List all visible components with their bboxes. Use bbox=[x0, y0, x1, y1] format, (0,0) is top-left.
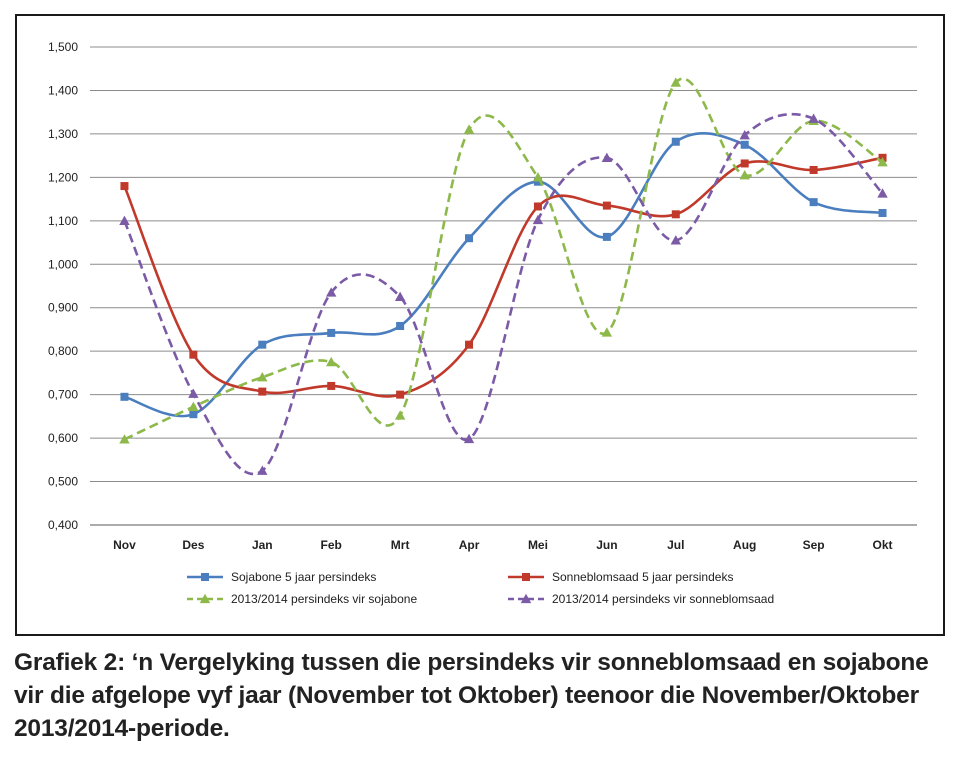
data-point bbox=[394, 410, 406, 420]
legend-label: 2013/2014 persindeks vir sonneblomsaad bbox=[552, 592, 774, 606]
legend-item: Sojabone 5 jaar persindeks bbox=[187, 570, 376, 584]
data-point bbox=[465, 234, 474, 243]
data-point bbox=[396, 390, 405, 399]
x-tick-label: Mei bbox=[528, 538, 548, 552]
data-point bbox=[119, 434, 130, 444]
data-point bbox=[808, 113, 819, 123]
data-point bbox=[533, 177, 542, 186]
legend-swatch-marker bbox=[201, 573, 209, 581]
x-tick-label: Aug bbox=[733, 538, 756, 552]
x-tick-label: Nov bbox=[113, 538, 136, 552]
data-point bbox=[740, 159, 749, 168]
data-point bbox=[532, 214, 544, 225]
data-point bbox=[740, 140, 749, 149]
data-point bbox=[258, 340, 267, 349]
legend-item: 2013/2014 persindeks vir sonneblomsaad bbox=[508, 592, 774, 606]
legend-swatch-marker bbox=[522, 573, 530, 581]
data-point bbox=[119, 215, 130, 225]
data-point bbox=[327, 381, 336, 390]
data-point bbox=[120, 392, 129, 401]
data-point bbox=[326, 287, 337, 297]
data-point bbox=[463, 433, 475, 444]
data-point bbox=[877, 188, 888, 198]
x-tick-label: Mrt bbox=[391, 538, 410, 552]
data-point bbox=[463, 124, 475, 134]
y-tick-label: 1,500 bbox=[48, 40, 78, 54]
y-tick-label: 1,200 bbox=[48, 170, 78, 184]
y-tick-label: 0,800 bbox=[48, 344, 78, 358]
series-line bbox=[123, 156, 883, 398]
data-point bbox=[258, 387, 267, 396]
data-point bbox=[739, 169, 750, 180]
data-point bbox=[601, 327, 613, 337]
data-point bbox=[188, 388, 199, 398]
data-point bbox=[396, 321, 405, 330]
gridlines bbox=[90, 46, 917, 526]
data-point bbox=[532, 172, 544, 182]
series-line bbox=[123, 77, 884, 441]
data-point bbox=[671, 210, 680, 219]
legend-label: 2013/2014 persindeks vir sojabone bbox=[231, 592, 417, 606]
y-tick-label: 1,000 bbox=[48, 257, 78, 271]
data-point bbox=[465, 340, 474, 349]
data-point bbox=[670, 235, 681, 245]
data-point bbox=[602, 232, 611, 241]
y-tick-label: 0,600 bbox=[48, 431, 78, 445]
legend-item: 2013/2014 persindeks vir sojabone bbox=[187, 592, 417, 606]
data-point bbox=[257, 372, 268, 382]
data-point bbox=[189, 410, 198, 419]
y-tick-label: 0,700 bbox=[48, 388, 78, 402]
data-point bbox=[188, 401, 199, 411]
y-tick-label: 0,900 bbox=[48, 301, 78, 315]
data-point bbox=[120, 182, 129, 191]
x-tick-label: Feb bbox=[321, 538, 342, 552]
data-point bbox=[327, 328, 336, 337]
x-tick-label: Apr bbox=[459, 538, 480, 552]
legend-swatch-marker bbox=[520, 593, 532, 604]
series-line bbox=[123, 112, 884, 476]
series-1 bbox=[120, 132, 887, 419]
data-point bbox=[739, 130, 750, 140]
series-2 bbox=[120, 153, 887, 399]
y-tick-label: 0,500 bbox=[48, 475, 78, 489]
legend: Sojabone 5 jaar persindeks Sonneblomsaad … bbox=[187, 570, 774, 606]
y-tick-label: 1,100 bbox=[48, 214, 78, 228]
data-point bbox=[671, 137, 680, 146]
y-tick-label: 1,400 bbox=[48, 83, 78, 97]
chart-frame: 0,400 0,500 0,600 0,700 0,800 0,900 1,000 1,100… bbox=[15, 14, 945, 636]
data-point bbox=[189, 350, 198, 359]
x-axis-ticks: Nov Des Jan Feb Mrt Apr Mei Jun Jul Aug Sep Okt bbox=[113, 538, 892, 552]
data-point bbox=[394, 291, 406, 302]
x-tick-label: Jan bbox=[252, 538, 273, 552]
x-tick-label: Okt bbox=[873, 538, 893, 552]
data-point bbox=[326, 356, 337, 367]
data-point bbox=[602, 201, 611, 210]
y-tick-label: 0,400 bbox=[48, 518, 78, 532]
data-point bbox=[257, 465, 268, 475]
y-axis-ticks: 0,400 0,500 0,600 0,700 0,800 0,900 1,000 1,100… bbox=[48, 40, 78, 532]
y-tick-label: 1,300 bbox=[48, 127, 78, 141]
series-3 bbox=[119, 77, 888, 444]
series-4 bbox=[119, 112, 888, 476]
data-point bbox=[809, 165, 818, 174]
data-point bbox=[601, 152, 613, 162]
series-lines bbox=[119, 77, 888, 476]
line-chart: 0,400 0,500 0,600 0,700 0,800 0,900 1,000 1,100… bbox=[48, 40, 917, 606]
data-point bbox=[878, 208, 887, 217]
legend-item: Sonneblomsaad 5 jaar persindeks bbox=[508, 570, 733, 584]
legend-swatch-marker bbox=[199, 593, 211, 604]
x-tick-label: Sep bbox=[803, 538, 825, 552]
x-tick-label: Jul bbox=[667, 538, 684, 552]
legend-label: Sonneblomsaad 5 jaar persindeks bbox=[552, 570, 733, 584]
legend-label: Sojabone 5 jaar persindeks bbox=[231, 570, 376, 584]
data-point bbox=[670, 77, 681, 87]
data-point bbox=[809, 198, 818, 207]
x-tick-label: Jun bbox=[596, 538, 617, 552]
x-tick-label: Des bbox=[182, 538, 204, 552]
data-point bbox=[877, 156, 888, 167]
figure-caption: Grafiek 2: ‘n Vergelyking tussen die per… bbox=[14, 649, 929, 742]
data-point bbox=[533, 202, 542, 211]
